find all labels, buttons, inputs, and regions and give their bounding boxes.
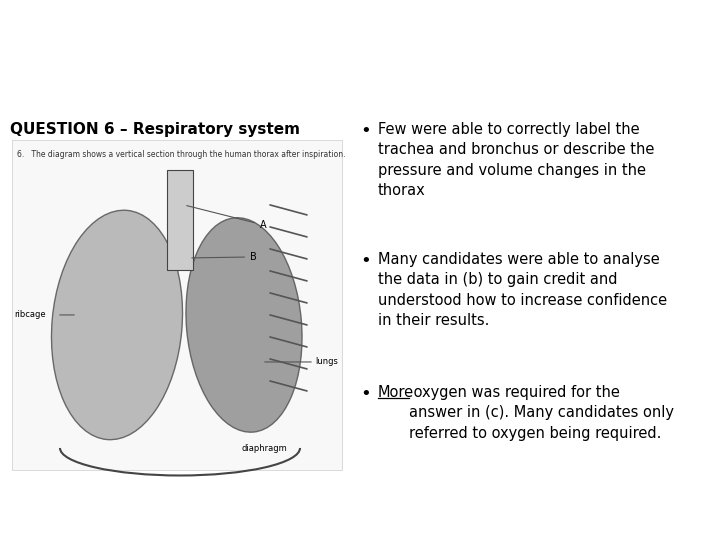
Text: QUESTION 6 – Respiratory system: QUESTION 6 – Respiratory system — [10, 122, 300, 137]
Text: Foundation Tier: Foundation Tier — [272, 58, 520, 86]
Text: Few were able to correctly label the
trachea and bronchus or describe the
pressu: Few were able to correctly label the tra… — [378, 122, 654, 198]
Text: diaphragm: diaphragm — [241, 444, 287, 453]
Text: •: • — [360, 252, 371, 270]
Text: A: A — [186, 206, 266, 230]
Text: oxygen was required for the
answer in (c). Many candidates only
referred to oxyg: oxygen was required for the answer in (c… — [409, 385, 674, 441]
Ellipse shape — [186, 218, 302, 432]
Text: cbac: cbac — [27, 76, 77, 94]
Text: Many candidates were able to analyse
the data in (b) to gain credit and
understo: Many candidates were able to analyse the… — [378, 252, 667, 328]
Text: 📖: 📖 — [45, 18, 58, 38]
Ellipse shape — [51, 210, 183, 440]
FancyBboxPatch shape — [167, 170, 193, 270]
Text: GCSE Biology Unit 1: GCSE Biology Unit 1 — [240, 21, 552, 49]
Text: wjec: wjec — [27, 52, 76, 71]
FancyBboxPatch shape — [12, 140, 342, 470]
Text: More: More — [378, 385, 414, 400]
Text: 6.   The diagram shows a vertical section through the human thorax after inspira: 6. The diagram shows a vertical section … — [17, 150, 346, 159]
Text: •: • — [360, 385, 371, 403]
Text: ribcage: ribcage — [14, 310, 45, 320]
Text: lungs: lungs — [315, 357, 338, 367]
Text: •: • — [360, 122, 371, 140]
Text: B: B — [192, 252, 257, 262]
